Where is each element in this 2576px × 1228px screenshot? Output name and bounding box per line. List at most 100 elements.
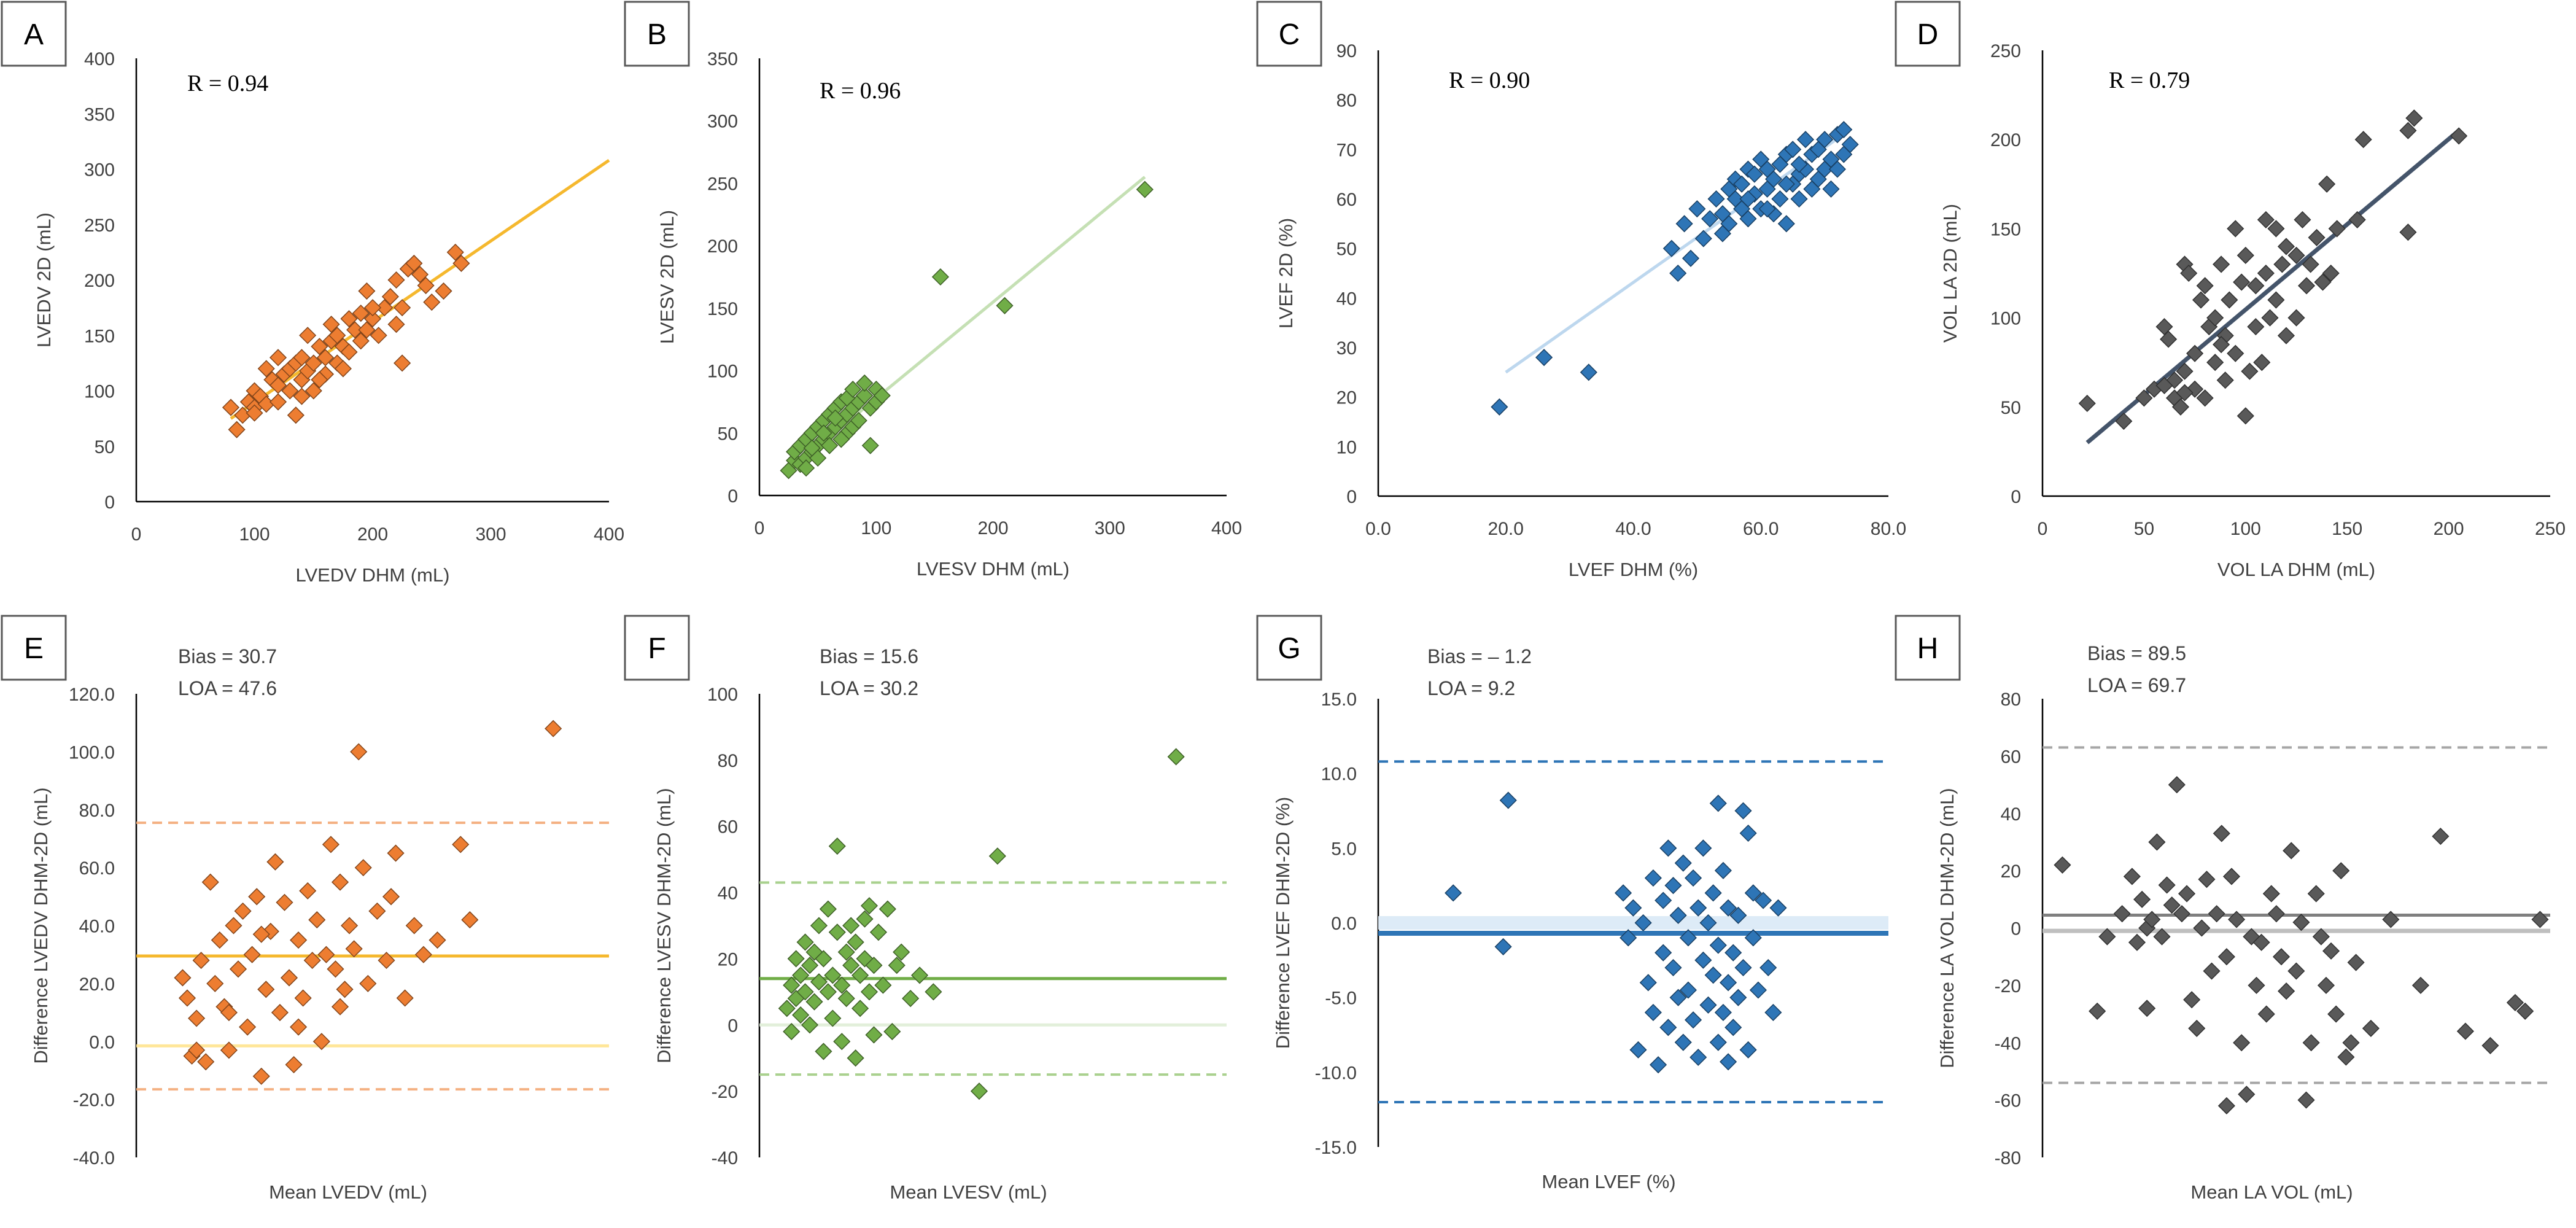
y-axis-label: Difference LVESV DHM-2D (mL) [653, 788, 675, 1063]
y-tick-label: -40 [712, 1148, 738, 1168]
data-point [394, 299, 411, 317]
data-point [2176, 362, 2194, 380]
y-tick-label: -80 [1995, 1148, 2021, 1168]
data-point [2312, 928, 2330, 946]
y-axis-label: LVEF 2D (%) [1275, 218, 1297, 328]
data-point [381, 288, 399, 306]
data-point [363, 299, 382, 317]
data-point [833, 1033, 851, 1051]
data-point [1707, 190, 1725, 208]
data-point [305, 354, 322, 372]
data-point [311, 371, 328, 389]
panel-b: B 0 50 100 150 200 250 300 350 0 100 200 300 400 LVESV… [624, 1, 1242, 580]
data-point [874, 976, 892, 994]
data-point [1790, 155, 1808, 173]
y-tick-label: -5.0 [1325, 989, 1357, 1009]
data-point [331, 998, 349, 1016]
data-point [290, 931, 308, 949]
data-point [2302, 255, 2319, 273]
data-point [311, 338, 328, 356]
panel-label-box [1, 615, 67, 681]
data-point [1136, 181, 1154, 198]
data-point [1755, 892, 1772, 909]
data-point [405, 917, 423, 935]
data-point [368, 902, 386, 920]
y-tick-label: 200 [1990, 130, 2021, 150]
data-point [2247, 277, 2265, 295]
data-point [1694, 951, 1712, 969]
data-point [828, 923, 846, 941]
y-tick-label: 0 [2011, 919, 2021, 939]
data-point [1841, 136, 1859, 154]
data-point [842, 957, 860, 974]
data-point [792, 966, 810, 984]
data-point [354, 859, 372, 877]
y-tick-label: 250 [84, 216, 115, 236]
stat-annotation: Bias = 15.6 [820, 645, 918, 667]
y-tick-label: 0 [727, 1016, 738, 1036]
data-point [824, 966, 842, 984]
data-point [2213, 255, 2230, 273]
data-point [1669, 989, 1687, 1006]
data-point [2450, 127, 2468, 145]
data-point [783, 976, 801, 994]
data-point [220, 1004, 238, 1022]
data-point [1690, 899, 1707, 917]
data-point [2217, 948, 2235, 966]
y-axis-label: Difference LVEF DHM-2D (%) [1272, 797, 1294, 1049]
data-point [2227, 220, 2244, 238]
stat-annotation: LOA = 9.2 [1427, 677, 1515, 699]
y-tick-label: 80 [718, 751, 738, 771]
y-tick-label: 100.0 [69, 742, 115, 763]
data-point [370, 327, 387, 344]
data-point [2192, 291, 2210, 309]
data-point [810, 917, 828, 935]
data-point [1620, 929, 1637, 947]
data-point [2297, 277, 2316, 295]
data-point [1769, 899, 1787, 917]
data-point [2328, 220, 2346, 238]
data-point [352, 305, 370, 322]
data-point [429, 931, 446, 949]
data-point [225, 917, 242, 935]
y-tick-label: 200 [84, 271, 115, 291]
x-axis-label: Mean LVEDV (mL) [269, 1181, 427, 1203]
data-point [861, 437, 879, 454]
x-tick-label: 20.0 [1488, 519, 1524, 539]
data-point [2168, 776, 2186, 794]
data-point [1784, 141, 1802, 158]
data-point [234, 902, 252, 920]
data-point [2133, 890, 2151, 908]
data-point [2347, 954, 2365, 971]
data-point [1709, 795, 1727, 812]
data-point [847, 933, 864, 951]
data-point [461, 911, 479, 929]
data-point [2297, 1091, 2315, 1109]
y-tick-label: 100 [84, 382, 115, 402]
data-point [1709, 1033, 1727, 1051]
data-point [317, 946, 335, 963]
data-point [2247, 318, 2265, 336]
data-point [1669, 264, 1687, 282]
data-point [2241, 362, 2259, 380]
data-point [2506, 993, 2524, 1011]
data-point [303, 952, 321, 970]
y-tick-label: 40 [718, 884, 738, 904]
y-tick-label: 250 [1990, 41, 2021, 61]
y-tick-label: 150 [1990, 219, 2021, 239]
data-point [197, 1053, 215, 1071]
x-tick-label: 0 [755, 518, 765, 538]
data-point [2382, 911, 2400, 928]
data-point [188, 1009, 206, 1027]
stat-annotation: LOA = 47.6 [178, 677, 277, 699]
data-point [850, 411, 867, 430]
data-point [1701, 210, 1719, 228]
data-point [316, 349, 335, 367]
data-point [860, 983, 879, 1001]
data-point [446, 243, 464, 261]
data-point [382, 888, 400, 906]
y-tick-label: 350 [84, 104, 115, 125]
y-axis-label: LVEDV 2D (mL) [33, 212, 55, 348]
y-tick-label: 80 [2001, 690, 2021, 710]
data-point [328, 327, 346, 344]
